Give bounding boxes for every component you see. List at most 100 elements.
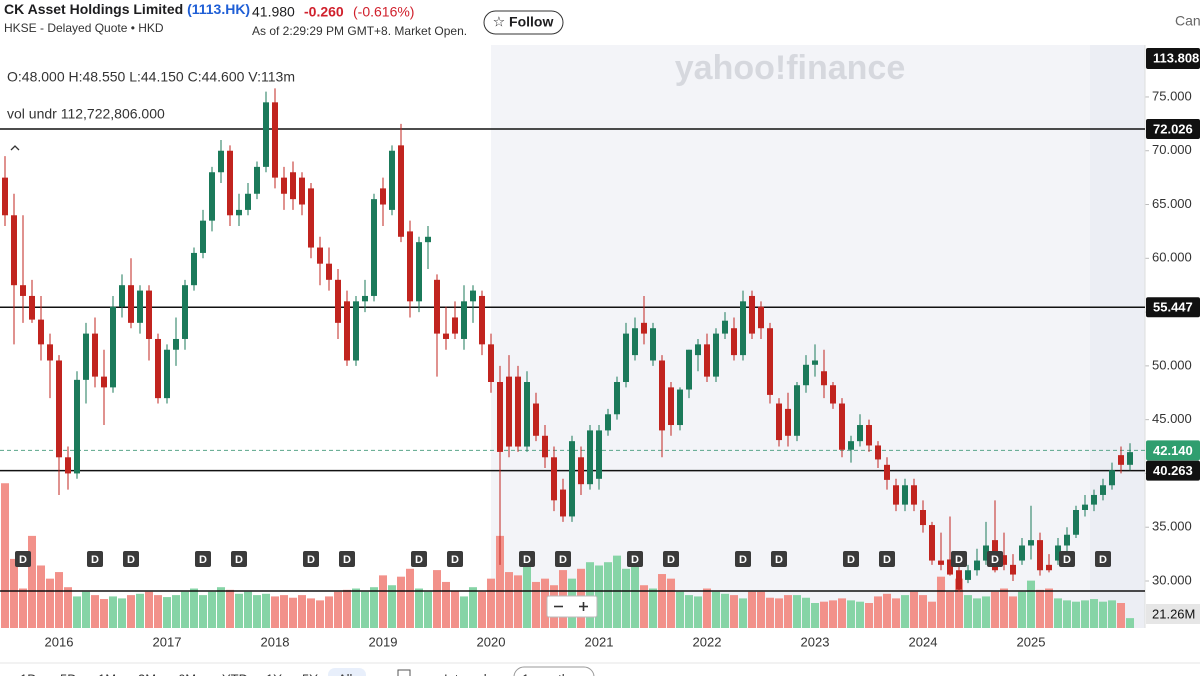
candle-body [1001,555,1007,565]
price-tag-label: 42.140 [1153,443,1193,458]
candle-body [20,285,26,296]
dividend-marker [951,551,967,567]
volume-bar [703,588,711,628]
volume-bar [964,595,972,628]
watermark: yahoo!finance [675,49,905,87]
interval-value[interactable]: 1 month [522,671,569,676]
candle-body [506,376,512,447]
candle-body [344,301,350,361]
volume-bar [730,595,738,628]
top-tag-label: 113.808 [1153,50,1199,65]
dividend-marker [735,551,751,567]
range-button[interactable]: All [338,671,353,676]
candle-body [830,385,836,404]
volume-bar [1072,601,1080,628]
volume-bar [991,591,999,628]
volume-bar [757,591,765,628]
volume-bar [451,591,459,628]
candle-body [650,328,656,361]
dividend-label: D [91,554,99,566]
volume-bar [1054,598,1062,628]
volume-bar [91,595,99,628]
candle-body [902,485,908,505]
follow-button[interactable] [483,10,564,35]
candle-body [668,387,674,426]
volume-bar [1108,600,1116,628]
volume-bar [10,558,18,628]
range-button[interactable]: 1Y [266,671,282,676]
candle-body [335,279,341,323]
price-tag-label: 40.263 [1153,463,1193,478]
volume-bar [370,587,378,628]
candle-body [785,408,791,436]
candle-body [74,379,80,474]
candle-body [641,322,647,334]
volume-bar [784,595,792,628]
dividend-label: D [667,554,675,566]
volume-bar [361,591,369,628]
volume-bar [478,591,486,628]
cut-button[interactable]: Can [1175,13,1200,29]
range-button[interactable]: 6M [178,671,196,676]
candle-body [839,403,845,450]
dividend-label: D [883,554,891,566]
price-tag [1146,440,1200,461]
volume-bar [424,591,432,628]
collapse-icon[interactable] [10,145,20,151]
volume-bar [613,555,621,628]
volume-bar [208,591,216,628]
candle-body [443,333,449,339]
candle-body [92,333,98,377]
dividend-label: D [775,554,783,566]
candle-body [533,403,539,436]
volume-bar [442,581,450,628]
volume-bar [19,588,27,628]
volume-bar [1009,596,1017,628]
dividend-label: D [523,554,531,566]
candle-body [515,376,521,447]
follow-label[interactable]: ☆ Follow [493,14,554,30]
dividend-marker [1059,551,1075,567]
candle-body [299,177,305,205]
volume-bar [271,596,279,628]
range-button[interactable]: 5Y [302,671,318,676]
candle-body [1055,545,1061,561]
dividend-label: D [199,554,207,566]
range-button[interactable]: 1D [20,671,37,676]
range-button[interactable]: 5D [60,671,77,676]
range-button[interactable]: 1M [98,671,116,676]
volume-bar [901,595,909,628]
volume-bar [874,596,882,628]
candle-body [65,457,71,474]
candle-body [848,441,854,450]
interval-select[interactable] [513,666,595,676]
volume-bar [289,597,297,628]
candle-body [587,430,593,485]
candle-body [1091,494,1097,505]
candle-body [749,295,755,334]
volume-bar [829,600,837,628]
candle-body [380,188,386,205]
shaded-region [1090,45,1145,628]
price-tag-label: 72.026 [1153,121,1193,136]
range-active [328,668,366,676]
volume-bar [46,578,54,628]
candle-body [371,199,377,296]
candle-body [614,381,620,415]
range-button[interactable]: 3M [138,671,156,676]
dividend-marker [339,551,355,567]
dividend-marker [447,551,463,567]
price-tag [1146,118,1200,139]
volume-bar [379,575,387,628]
candle-body [956,570,962,590]
range-button[interactable]: YTD [222,671,248,676]
volume-bar [937,576,945,628]
volume-bar [82,591,90,628]
candle-body [272,102,278,178]
volume-bar [1036,589,1044,628]
y-tick-label: 30.000 [1152,572,1192,587]
volume-bar [1045,588,1053,628]
volume-bar [1000,588,1008,628]
dividend-label: D [631,554,639,566]
